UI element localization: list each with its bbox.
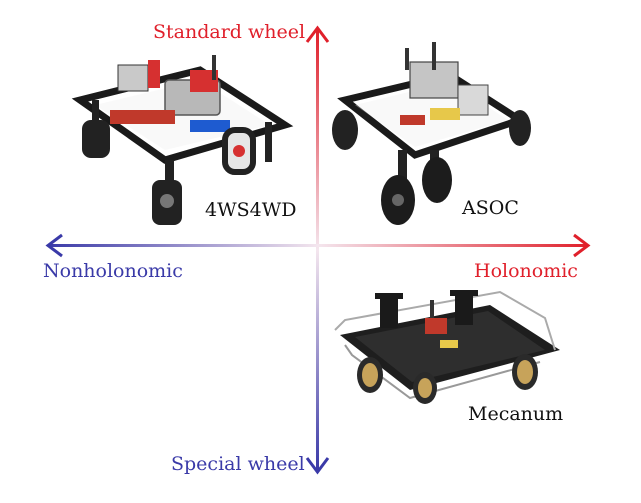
robot-label-4ws4wd: 4WS4WD	[205, 199, 297, 221]
arrow-right-icon	[573, 233, 591, 258]
axis-label-holonomic: Holonomic	[474, 260, 578, 282]
robot-mecanum-image	[334, 290, 560, 404]
arrow-up-icon	[305, 25, 330, 43]
axis-label-special-wheel: Special wheel	[171, 453, 305, 475]
robot-label-mecanum: Mecanum	[468, 403, 564, 425]
robot-label-asoc: ASOC	[462, 197, 519, 219]
arrow-left-icon	[45, 233, 63, 258]
robot-asoc-image	[332, 42, 531, 225]
robot-4ws4wd-image	[71, 55, 294, 225]
axis-label-nonholonomic: Nonholonomic	[43, 260, 183, 282]
vertical-axis	[305, 25, 330, 475]
arrow-down-icon	[305, 457, 330, 475]
horizontal-axis	[45, 233, 591, 258]
axis-label-standard-wheel: Standard wheel	[153, 21, 306, 43]
